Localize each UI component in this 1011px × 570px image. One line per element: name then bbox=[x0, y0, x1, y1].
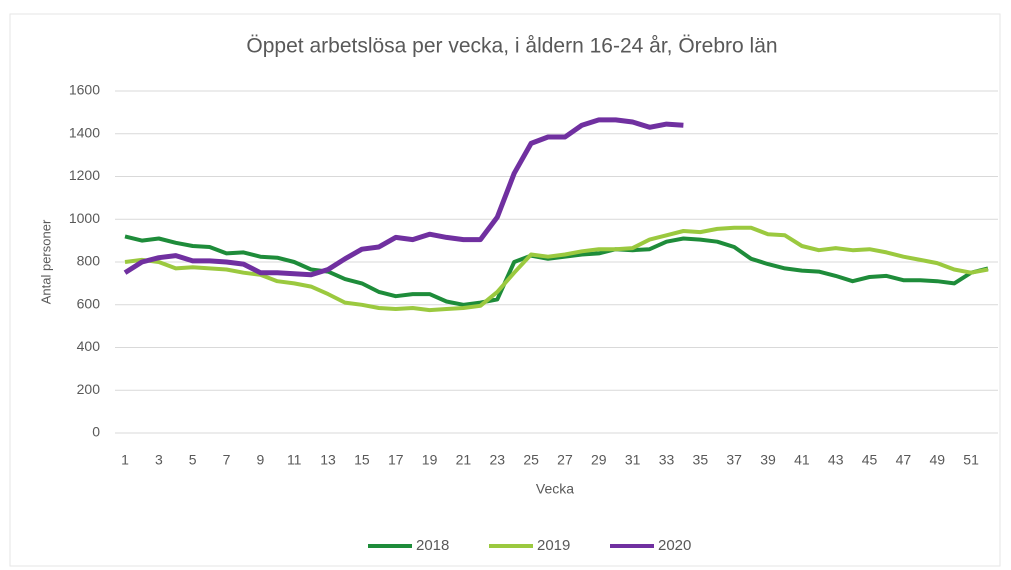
x-axis-label: Vecka bbox=[536, 481, 574, 497]
legend-label: 2018 bbox=[416, 537, 449, 554]
x-tick-label: 19 bbox=[422, 452, 438, 468]
x-tick-label: 3 bbox=[155, 452, 163, 468]
x-tick-label: 49 bbox=[929, 452, 945, 468]
x-tick-label: 47 bbox=[896, 452, 912, 468]
x-tick-label: 17 bbox=[388, 452, 404, 468]
chart-frame bbox=[9, 13, 1001, 567]
x-tick-label: 45 bbox=[862, 452, 878, 468]
y-tick-label: 1400 bbox=[69, 124, 100, 140]
y-tick-label: 0 bbox=[92, 424, 100, 440]
x-tick-label: 21 bbox=[456, 452, 472, 468]
x-tick-label: 25 bbox=[523, 452, 539, 468]
y-tick-label: 1200 bbox=[69, 167, 100, 183]
x-tick-label: 7 bbox=[223, 452, 231, 468]
y-tick-label: 1000 bbox=[69, 210, 100, 226]
x-tick-label: 11 bbox=[287, 452, 302, 468]
x-tick-label: 5 bbox=[189, 452, 197, 468]
y-tick-label: 800 bbox=[77, 253, 101, 269]
y-tick-label: 200 bbox=[77, 381, 101, 397]
x-tick-label: 51 bbox=[963, 452, 979, 468]
x-tick-label: 23 bbox=[489, 452, 505, 468]
x-tick-label: 41 bbox=[794, 452, 810, 468]
legend-label: 2020 bbox=[658, 537, 691, 554]
x-tick-label: 9 bbox=[256, 452, 264, 468]
line-series bbox=[124, 225, 989, 313]
y-tick-label: 1600 bbox=[69, 82, 100, 98]
y-axis-label: Antal personer bbox=[38, 219, 53, 304]
line-series bbox=[123, 117, 684, 278]
x-tick-label: 39 bbox=[760, 452, 776, 468]
x-tick-label: 33 bbox=[659, 452, 675, 468]
x-tick-label: 37 bbox=[726, 452, 742, 468]
x-tick-label: 15 bbox=[354, 452, 370, 468]
chart-title: Öppet arbetslösa per vecka, i åldern 16-… bbox=[246, 35, 777, 58]
x-tick-label: 43 bbox=[828, 452, 844, 468]
y-tick-label: 400 bbox=[77, 338, 101, 354]
x-tick-label: 13 bbox=[320, 452, 336, 468]
line-series bbox=[124, 234, 989, 307]
x-tick-label: 29 bbox=[591, 452, 607, 468]
x-tick-label: 1 bbox=[121, 452, 129, 468]
x-tick-label: 31 bbox=[625, 452, 641, 468]
y-tick-label: 600 bbox=[77, 295, 101, 311]
x-tick-label: 27 bbox=[557, 452, 573, 468]
legend-label: 2019 bbox=[537, 537, 570, 554]
x-tick-label: 35 bbox=[693, 452, 709, 468]
